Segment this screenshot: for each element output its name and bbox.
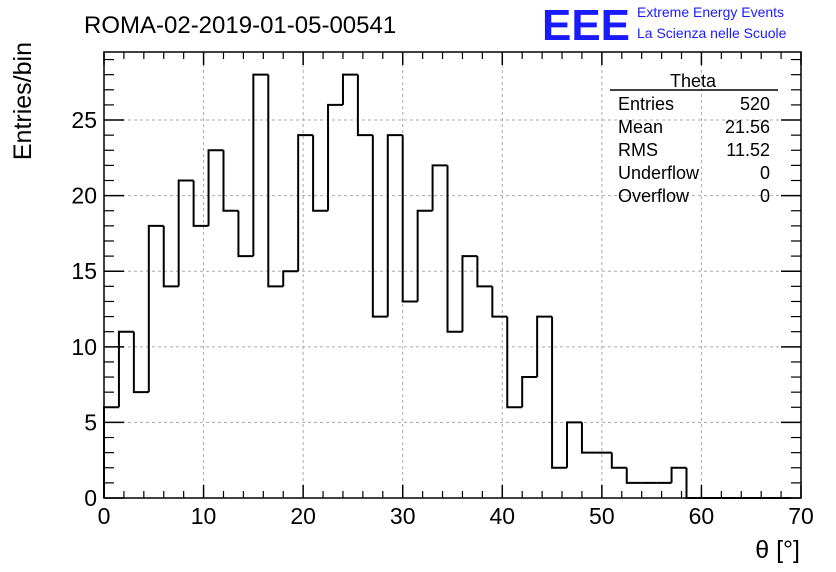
histogram-bin — [222, 150, 239, 212]
eee-logo: EEE Extreme Energy Events La Scienza nel… — [542, 1, 787, 50]
stats-label: Overflow — [618, 186, 690, 206]
stats-label: Entries — [618, 94, 674, 114]
x-tick-label: 40 — [489, 503, 515, 529]
stats-value: 0 — [760, 163, 770, 183]
stats-value: 0 — [760, 186, 770, 206]
tick-labels: 0 10 20 30 40 50 60 70 0 5 10 15 20 25 — [71, 107, 813, 529]
histogram-bin — [162, 225, 179, 288]
histogram-bin — [416, 209, 433, 302]
histogram-bin — [566, 421, 582, 468]
y-tick-label: 0 — [84, 485, 97, 511]
chart-title: ROMA-02-2019-01-05-00541 — [84, 12, 396, 39]
y-tick-label: 15 — [71, 258, 97, 284]
plot-frame — [103, 51, 802, 499]
axis-ticks — [103, 52, 802, 499]
y-tick-label: 10 — [71, 334, 97, 360]
histogram-bin — [207, 149, 224, 226]
histogram-bin — [297, 134, 314, 272]
histogram-bin — [521, 376, 538, 408]
stats-label: Mean — [618, 117, 663, 137]
histogram-bin — [536, 315, 553, 378]
histogram-bin — [132, 331, 149, 394]
histogram-bin — [506, 316, 523, 409]
histogram-steps — [103, 73, 792, 499]
histogram-bin — [491, 286, 508, 318]
y-tick-label: 20 — [71, 183, 97, 209]
histogram-bin — [610, 452, 627, 469]
y-tick-label: 5 — [84, 409, 97, 435]
histogram-bin — [237, 210, 254, 258]
histogram-bin — [446, 165, 463, 333]
x-tick-label: 50 — [589, 503, 615, 529]
logo-line-1: Extreme Energy Events — [637, 4, 784, 20]
stats-box: Theta Entries 520 Mean 21.56 RMS 11.52 U… — [610, 71, 778, 206]
logo-mark: EEE — [542, 1, 630, 50]
histogram-bin — [386, 134, 403, 317]
histogram-bin — [282, 270, 299, 287]
grid-lines — [104, 52, 801, 498]
x-tick-label: 0 — [98, 503, 111, 529]
y-tick-label: 25 — [71, 107, 97, 133]
x-tick-label: 20 — [290, 503, 316, 529]
stats-label: RMS — [618, 140, 658, 160]
histogram-bin — [551, 316, 568, 469]
x-tick-label: 70 — [788, 503, 814, 529]
histogram-bin — [580, 422, 597, 454]
x-tick-label: 10 — [191, 503, 217, 529]
histogram-bin — [327, 103, 343, 211]
x-axis-label: θ [°] — [755, 536, 800, 564]
y-axis-label: Entries/bin — [9, 42, 37, 160]
histogram-bin — [356, 74, 373, 137]
stats-value: 11.52 — [726, 140, 770, 160]
histogram-bin — [177, 179, 194, 287]
x-tick-label: 60 — [689, 503, 715, 529]
stats-label: Underflow — [618, 163, 700, 183]
histogram-bin — [431, 164, 448, 211]
histogram-bin — [117, 330, 134, 408]
histogram-bin — [476, 256, 493, 288]
histogram-bin — [147, 224, 164, 393]
histogram-bin — [625, 467, 642, 484]
histogram-bin — [192, 180, 209, 227]
histogram-bin — [401, 135, 418, 303]
stats-value: 21.56 — [725, 117, 770, 137]
histogram-bin — [312, 135, 329, 212]
histogram-bin — [685, 467, 702, 499]
histogram-bin — [670, 466, 687, 483]
stats-value: 520 — [740, 94, 770, 114]
histogram-bin — [252, 73, 269, 257]
histogram-bin — [371, 135, 388, 318]
histogram-bin — [267, 74, 284, 288]
logo-line-2: La Scienza nelle Scuole — [637, 25, 787, 41]
stats-title: Theta — [670, 71, 717, 91]
histogram-bin — [341, 73, 358, 105]
x-tick-label: 30 — [390, 503, 416, 529]
histogram-bin — [461, 255, 478, 332]
